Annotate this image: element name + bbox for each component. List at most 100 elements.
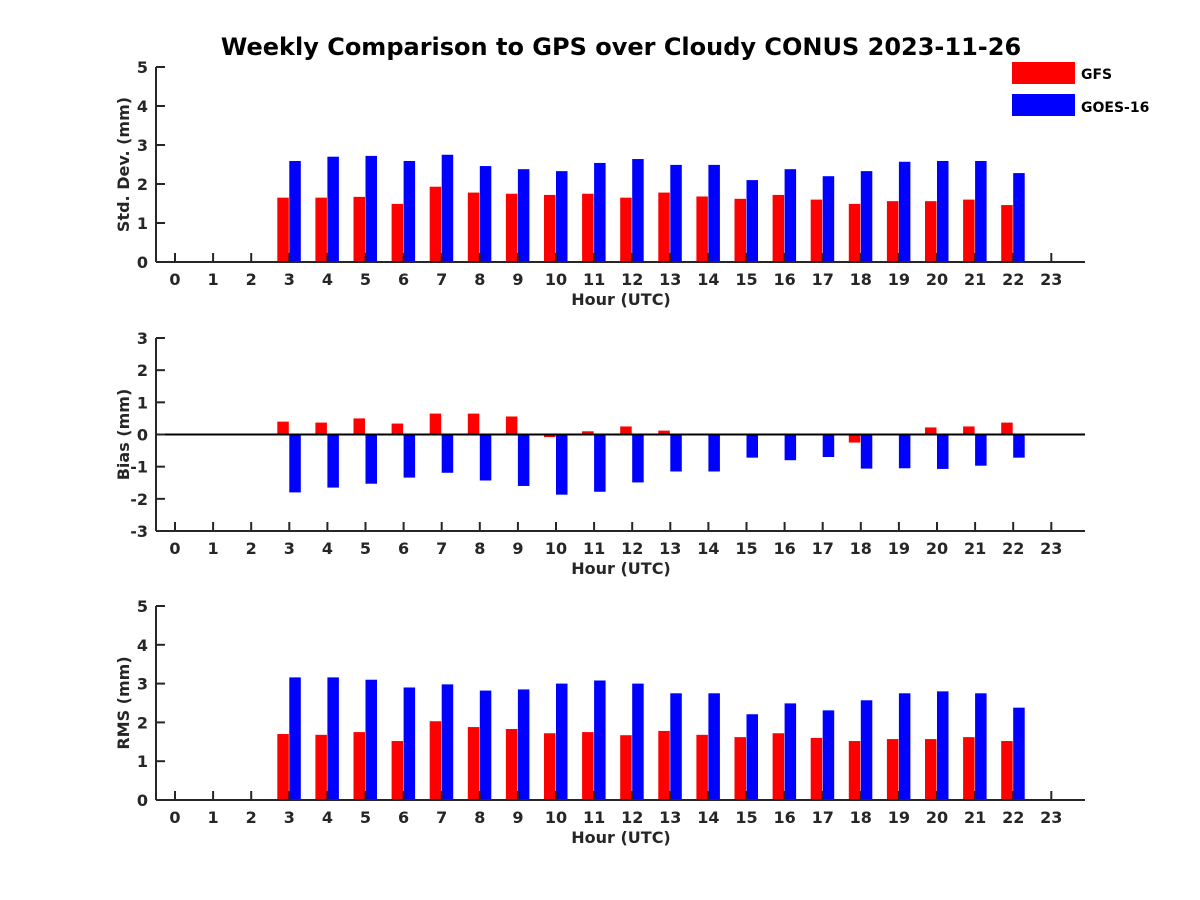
bar-rms-goes16-h19 [898,693,911,800]
y-tick-label-std-5: 5 [137,58,148,77]
y-tick-label-std-0: 0 [137,253,148,272]
x-tick-label-std-22: 22 [1002,270,1024,289]
x-tick-label-bias-1: 1 [208,539,219,558]
x-tick-label-std-10: 10 [545,270,567,289]
x-tick-label-rms-5: 5 [360,808,371,827]
bar-bias-goes16-h12 [632,434,644,483]
bar-std-goes16-h15 [746,180,758,262]
x-tick-label-bias-22: 22 [1002,539,1024,558]
bar-std-goes16-h9 [517,169,530,262]
x-tick-label-rms-7: 7 [436,808,447,827]
bar-std-gfs-h7 [429,186,442,262]
bar-std-gfs-h17 [810,199,823,262]
bar-bias-goes16-h11 [594,434,606,492]
bar-bias-goes16-h15 [746,434,758,458]
bar-std-gfs-h9 [505,193,518,262]
bar-rms-gfs-h11 [582,732,594,800]
x-tick-label-bias-18: 18 [850,539,872,558]
x-tick-label-rms-22: 22 [1002,808,1024,827]
bar-rms-gfs-h20 [925,739,937,800]
legend: GFS GOES-16 [1012,62,1149,116]
bar-rms-gfs-h9 [505,728,518,800]
bar-bias-goes16-h20 [937,434,949,469]
bar-bias-gfs-h18 [848,434,861,443]
bar-rms-goes16-h16 [784,703,797,800]
chart-title: Weekly Comparison to GPS over Cloudy CON… [221,33,1021,61]
x-tick-label-bias-15: 15 [735,539,757,558]
x-tick-label-rms-0: 0 [169,808,180,827]
x-tick-label-rms-14: 14 [697,808,719,827]
x-tick-label-std-18: 18 [850,270,872,289]
x-tick-label-rms-12: 12 [621,808,643,827]
x-tick-label-rms-17: 17 [812,808,834,827]
x-tick-label-rms-6: 6 [398,808,409,827]
x-tick-label-bias-2: 2 [246,539,257,558]
bar-rms-gfs-h17 [810,737,823,800]
bar-rms-gfs-h12 [620,735,632,800]
bar-std-goes16-h11 [594,162,606,262]
x-axis-label-std: Hour (UTC) [571,290,671,309]
bar-bias-goes16-h22 [1013,434,1025,458]
bar-rms-gfs-h21 [963,737,975,800]
bar-rms-gfs-h6 [391,741,404,800]
bar-bias-goes16-h7 [441,434,454,473]
y-tick-label-rms-5: 5 [137,597,148,616]
x-tick-label-std-16: 16 [773,270,795,289]
y-tick-label-std-3: 3 [137,136,148,155]
bar-std-goes16-h19 [898,161,911,262]
x-tick-label-bias-0: 0 [169,539,180,558]
bar-rms-goes16-h13 [670,693,682,800]
x-tick-label-bias-20: 20 [926,539,948,558]
bar-std-gfs-h11 [582,193,594,262]
x-tick-label-std-15: 15 [735,270,757,289]
bar-bias-goes16-h19 [898,434,911,469]
x-tick-label-rms-1: 1 [208,808,219,827]
x-tick-label-rms-13: 13 [659,808,681,827]
bar-rms-goes16-h14 [708,693,720,800]
y-tick-label-rms-3: 3 [137,675,148,694]
bar-rms-goes16-h3 [289,677,301,800]
x-tick-label-rms-21: 21 [964,808,986,827]
bar-bias-goes16-h21 [975,434,987,466]
bar-std-goes16-h13 [670,164,682,262]
bar-rms-gfs-h10 [544,733,556,800]
bar-std-gfs-h12 [620,197,632,262]
x-tick-label-std-19: 19 [888,270,910,289]
bar-std-goes16-h16 [784,169,797,262]
y-tick-label-rms-0: 0 [137,791,148,810]
bar-rms-goes16-h4 [327,677,339,800]
bar-bias-gfs-h10 [544,434,556,438]
bar-std-gfs-h8 [467,192,480,262]
legend-swatch-gfs [1012,62,1075,84]
bar-rms-goes16-h11 [594,680,606,800]
bar-rms-goes16-h15 [746,714,758,800]
bar-std-goes16-h14 [708,164,720,262]
bar-bias-gfs-h22 [1001,422,1013,435]
x-tick-label-rms-23: 23 [1040,808,1062,827]
y-tick-label-std-4: 4 [137,97,148,116]
y-tick-label-std-2: 2 [137,175,148,194]
x-tick-label-rms-3: 3 [284,808,295,827]
legend-swatch-goes16 [1012,94,1075,116]
y-tick-label-rms-1: 1 [137,752,148,771]
bar-bias-gfs-h5 [353,418,365,435]
bar-bias-gfs-h7 [429,413,442,435]
bar-rms-goes16-h20 [937,691,949,800]
bar-rms-goes16-h10 [556,683,568,800]
bar-std-gfs-h6 [391,203,404,262]
x-tick-label-std-0: 0 [169,270,180,289]
bar-rms-gfs-h13 [658,730,670,800]
x-axis-label-bias: Hour (UTC) [571,559,671,578]
bar-std-gfs-h19 [886,201,899,262]
x-tick-label-bias-12: 12 [621,539,643,558]
x-tick-label-bias-19: 19 [888,539,910,558]
bar-rms-gfs-h16 [772,733,785,800]
y-tick-label-std-1: 1 [137,214,148,233]
bar-std-goes16-h21 [975,160,987,262]
bar-rms-gfs-h14 [696,734,708,800]
x-tick-label-rms-10: 10 [545,808,567,827]
